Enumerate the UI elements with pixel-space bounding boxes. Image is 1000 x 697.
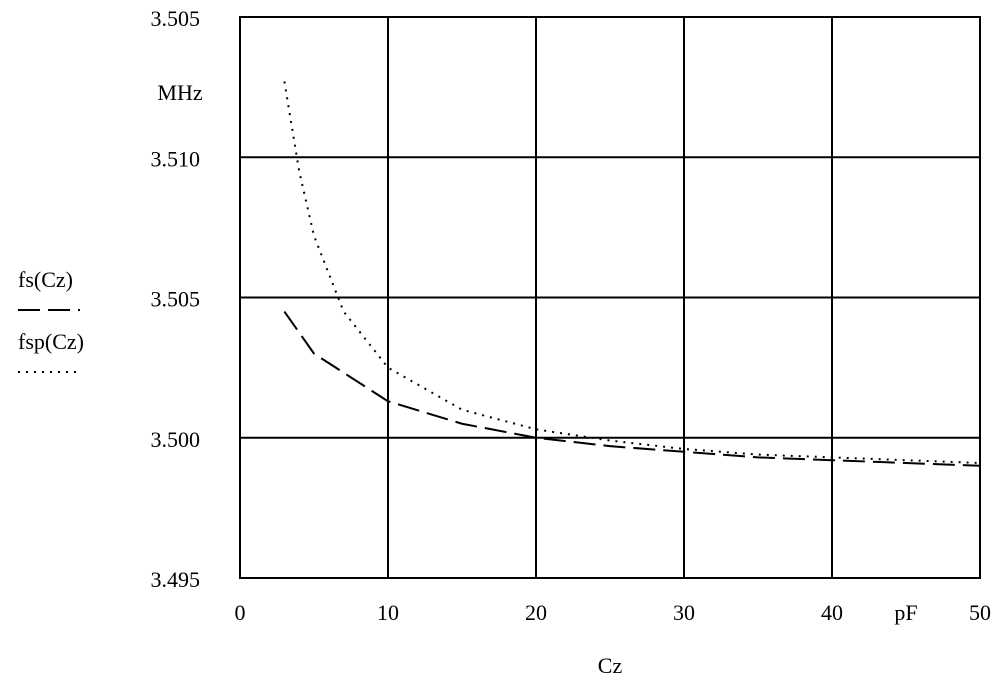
- series-line: [283, 81, 981, 464]
- legend-label: fs(Cz): [18, 267, 73, 292]
- x-unit: pF: [894, 600, 917, 625]
- y-unit: MHz: [157, 80, 202, 105]
- y-tick-label: 3.500: [151, 427, 201, 452]
- y-tick-label: 3.495: [151, 567, 201, 592]
- y-tick-label: 3.505: [151, 6, 201, 31]
- plot-frame: [239, 16, 981, 579]
- y-tick-label: 3.505: [151, 287, 201, 312]
- x-tick-label: 10: [377, 600, 399, 625]
- x-tick-label: 40: [821, 600, 843, 625]
- x-tick-label: 20: [525, 600, 547, 625]
- x-tick-label: 50: [969, 600, 991, 625]
- legend-label: fsp(Cz): [18, 329, 84, 354]
- y-tick-label: 3.510: [151, 146, 201, 171]
- series-line: [283, 310, 981, 467]
- x-label: Cz: [598, 653, 623, 678]
- x-tick-label: 0: [235, 600, 246, 625]
- x-tick-label: 30: [673, 600, 695, 625]
